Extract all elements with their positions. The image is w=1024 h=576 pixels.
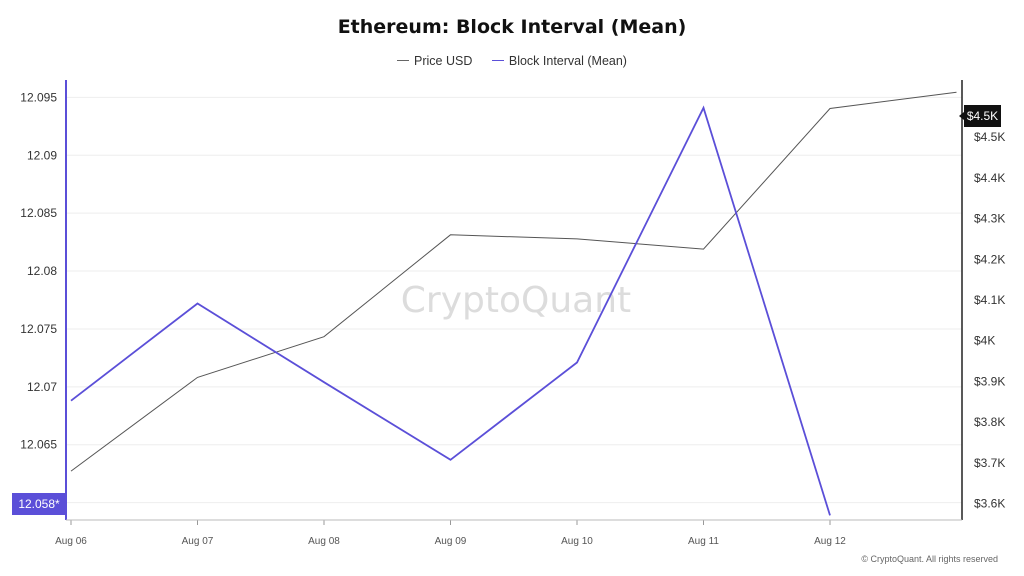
- legend-item-price[interactable]: Price USD: [397, 54, 472, 68]
- left-tick-label: 12.08: [27, 264, 57, 278]
- x-tick-label: Aug 08: [308, 536, 340, 547]
- legend-swatch-block-interval: [491, 60, 504, 61]
- legend: Price USD Block Interval (Mean): [0, 50, 1024, 68]
- left-tick-label: 12.09: [27, 148, 57, 162]
- current-value-box-right: [964, 105, 1001, 127]
- legend-swatch-price: [397, 60, 410, 61]
- right-tick-label: $4K: [974, 334, 995, 348]
- x-tick-label: Aug 09: [435, 536, 467, 547]
- current-value-box-left: [12, 493, 66, 515]
- right-tick-label: $4.2K: [974, 252, 1005, 266]
- left-tick-label: 12.085: [20, 206, 57, 220]
- right-tick-label: $4.3K: [974, 212, 1005, 226]
- current-value-pointer-right: [959, 112, 964, 120]
- legend-label-block-interval: Block Interval (Mean): [508, 53, 627, 68]
- legend-item-block-interval[interactable]: Block Interval (Mean): [491, 53, 627, 68]
- right-tick-label: $3.6K: [974, 497, 1005, 511]
- chart-title: Ethereum: Block Interval (Mean): [337, 16, 687, 38]
- right-tick-label: $4.4K: [974, 171, 1005, 185]
- right-tick-label: $3.8K: [974, 415, 1005, 429]
- left-tick-label: 12.095: [20, 90, 57, 104]
- right-tick-label: $3.7K: [974, 456, 1005, 470]
- x-tick-label: Aug 10: [561, 536, 593, 547]
- x-tick-label: Aug 06: [55, 536, 87, 547]
- copyright-footer: © CryptoQuant. All rights reserved: [861, 554, 998, 564]
- right-tick-label: $4.5K: [974, 130, 1005, 144]
- x-tick-label: Aug 11: [688, 536, 719, 547]
- watermark: CryptoQuant: [401, 280, 631, 321]
- series-line-block-interval[interactable]: [70, 105, 831, 516]
- legend-label-price: Price USD: [414, 53, 473, 68]
- left-tick-label: 12.075: [20, 322, 57, 336]
- left-tick-label: 12.065: [20, 438, 57, 452]
- right-tick-label: $4.1K: [974, 293, 1005, 307]
- x-tick-label: Aug 07: [182, 536, 214, 547]
- left-tick-label: 12.07: [27, 380, 57, 394]
- series-line-price[interactable]: [70, 91, 957, 472]
- x-tick-label: Aug 12: [814, 536, 846, 547]
- right-tick-label: $3.9K: [974, 374, 1005, 388]
- current-value-label-right: $4.5K: [967, 109, 998, 123]
- current-value-label-left: 12.058*: [18, 497, 60, 511]
